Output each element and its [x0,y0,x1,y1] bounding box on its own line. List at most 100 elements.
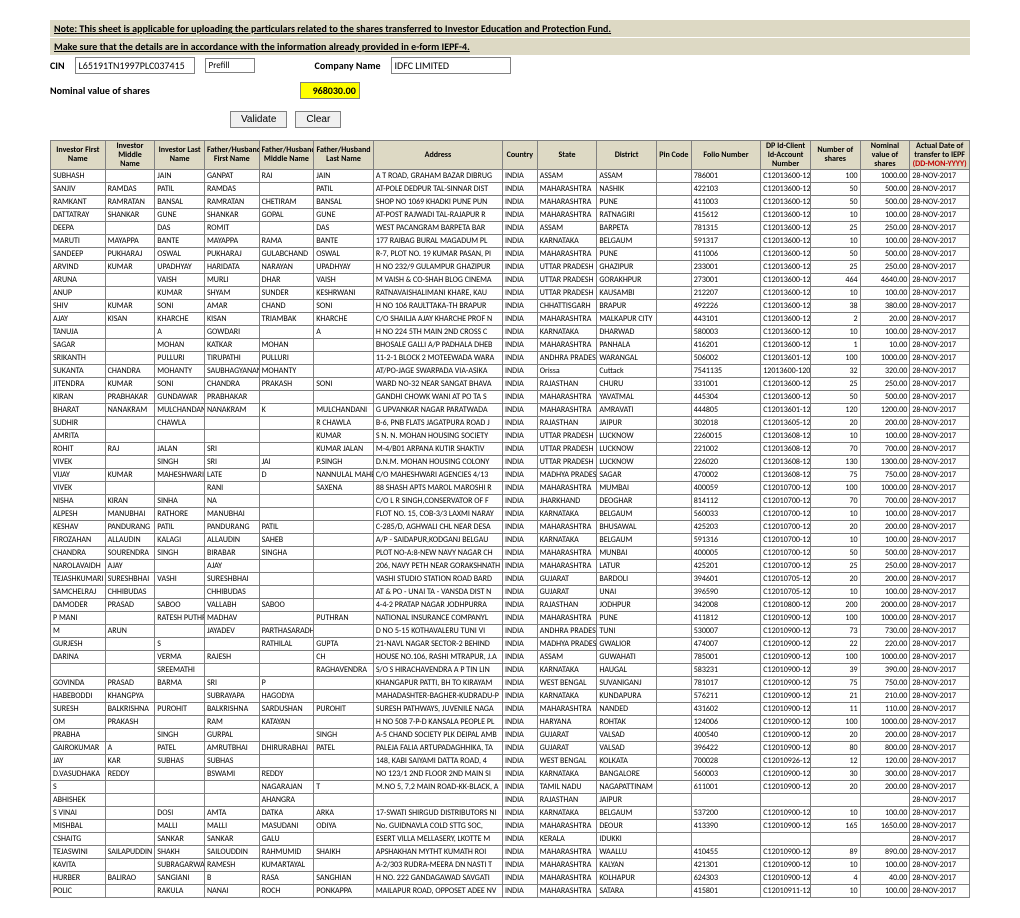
table-cell: 28-NOV-2017 [910,287,970,300]
table-cell: MALLI [155,820,205,833]
table-cell: 28-NOV-2017 [910,417,970,430]
table-cell: SAILAPUDDIN [105,846,155,859]
table-cell: HARIDATA [204,261,259,274]
table-cell: RAJASTHAN [537,599,597,612]
table-cell [656,768,691,781]
table-cell: PRAKASH [259,378,314,391]
table-cell: INDIA [502,846,537,859]
clear-button[interactable]: Clear [295,111,341,128]
table-cell: B [204,872,259,885]
table-cell: 200.00 [860,417,910,430]
table-row: ALPESHMANUBHAIRATHOREMANUBHAIFLOT NO. 15… [51,508,970,521]
table-cell: 415801 [691,885,761,898]
table-cell [656,638,691,651]
cin-value[interactable]: L65191TN1997PLC037415 [75,57,195,74]
table-cell: MAHARASHTRA [537,872,597,885]
table-cell [155,560,205,573]
table-cell: SURESH PATHWAYS, JUVENILE NAGA [373,703,502,716]
table-cell: S VINAI [51,807,106,820]
table-cell: DEEPA [51,222,106,235]
table-cell [259,586,314,599]
table-cell: MAHARASHTRA [537,482,597,495]
table-cell: 50 [810,248,860,261]
table-cell: INDIA [502,599,537,612]
table-cell: INDIA [502,651,537,664]
table-cell: RAKULA [155,885,205,898]
table-cell: NAGARAJAN [259,781,314,794]
table-cell: RAI [259,170,314,183]
col-header: Father/Husband Middle Name [259,141,314,170]
table-row: ROHITRAJJALANSRIKUMAR JALANM-4/B01 ARPAN… [51,443,970,456]
table-cell: GHAZIPUR [597,261,657,274]
table-cell: 28-NOV-2017 [910,443,970,456]
table-cell: SHOP NO 1069 KHADKI PUNE PUN [373,196,502,209]
table-cell: INDIA [502,534,537,547]
table-cell: DHARWAD [597,326,657,339]
table-cell [656,677,691,690]
table-cell: MAHARASHTRA [537,404,597,417]
table-cell: 89 [810,846,860,859]
table-cell: 394601 [691,573,761,586]
table-cell: NANNULAL MAHESHWARI [314,469,374,482]
table-cell: NANDED [597,703,657,716]
table-cell [656,521,691,534]
table-cell: 28-NOV-2017 [910,430,970,443]
table-cell: C12010900-12010900- [761,651,811,664]
table-cell [105,651,155,664]
table-row: FIROZAHANALLAUDINKALAGIALLAUDINSAHEBA/P … [51,534,970,547]
table-cell: 12 [810,755,860,768]
table-cell: INDIA [502,768,537,781]
table-cell: C/O MAHESHWARI AGENCIES 4/13 [373,469,502,482]
table-cell: C12010900-12010900- [761,703,811,716]
table-cell: CHANDRA [204,378,259,391]
table-cell: A-2/303 RUDRA-MEERA DN NASTI T [373,859,502,872]
table-cell: JAIPUR [597,794,657,807]
table-cell: KUMAR [105,261,155,274]
table-cell: 212207 [691,287,761,300]
table-cell: C12010900-12010900- [761,846,811,859]
prefill-button[interactable]: Prefill [205,58,255,73]
table-cell: 28-NOV-2017 [910,508,970,521]
table-cell: SUNDER [259,287,314,300]
table-cell: 10 [810,326,860,339]
table-row: DAMODERPRASADSABOOVALLABHSABOO4-4-2 PRAT… [51,599,970,612]
table-cell: ODIYA [314,820,374,833]
table-cell [155,794,205,807]
table-cell [259,222,314,235]
table-cell: MADHAV [204,612,259,625]
table-cell [656,417,691,430]
table-cell: INDIA [502,547,537,560]
table-cell [656,326,691,339]
table-cell: WEST PACANGRAM BARPETA BAR [373,222,502,235]
table-cell [155,781,205,794]
table-cell: BALKRISHNA [105,703,155,716]
table-cell: C12013601-12010601- [761,404,811,417]
table-cell: 50 [810,547,860,560]
table-row: SAGARMOHANKATKARMOHANBHOSALE GALLI A/P P… [51,339,970,352]
table-cell: PLOT NO-A:8-NEW NAVY NAGAR CH [373,547,502,560]
table-cell: GWALIOR [597,638,657,651]
table-cell [656,833,691,846]
table-cell: KUMAR [105,300,155,313]
table-cell: INDIA [502,573,537,586]
table-cell: C12010900-12010900- [761,742,811,755]
table-cell: 400005 [691,547,761,560]
table-cell [259,417,314,430]
table-cell: SAGAR [51,339,106,352]
table-cell: INDIA [502,430,537,443]
validate-button[interactable]: Validate [230,111,287,128]
table-cell: SANJIV [51,183,106,196]
table-cell: WARANGAL [597,352,657,365]
table-cell: KARNATAKA [537,508,597,521]
table-cell: KAR [105,755,155,768]
table-cell: C12010900-12010900- [761,820,811,833]
table-cell: SUVANIGANJ [597,677,657,690]
table-cell: LATUR [597,560,657,573]
table-cell: 4640.00 [860,274,910,287]
nominal-value: 968030.00 [300,82,360,99]
table-cell: A/P - SAIDAPUR,KODGANJ BELGAU [373,534,502,547]
table-cell: SANKAR [204,833,259,846]
table-cell: 100 [810,482,860,495]
table-cell: 100.00 [860,885,910,898]
table-cell: UTTAR PRADESH [537,456,597,469]
